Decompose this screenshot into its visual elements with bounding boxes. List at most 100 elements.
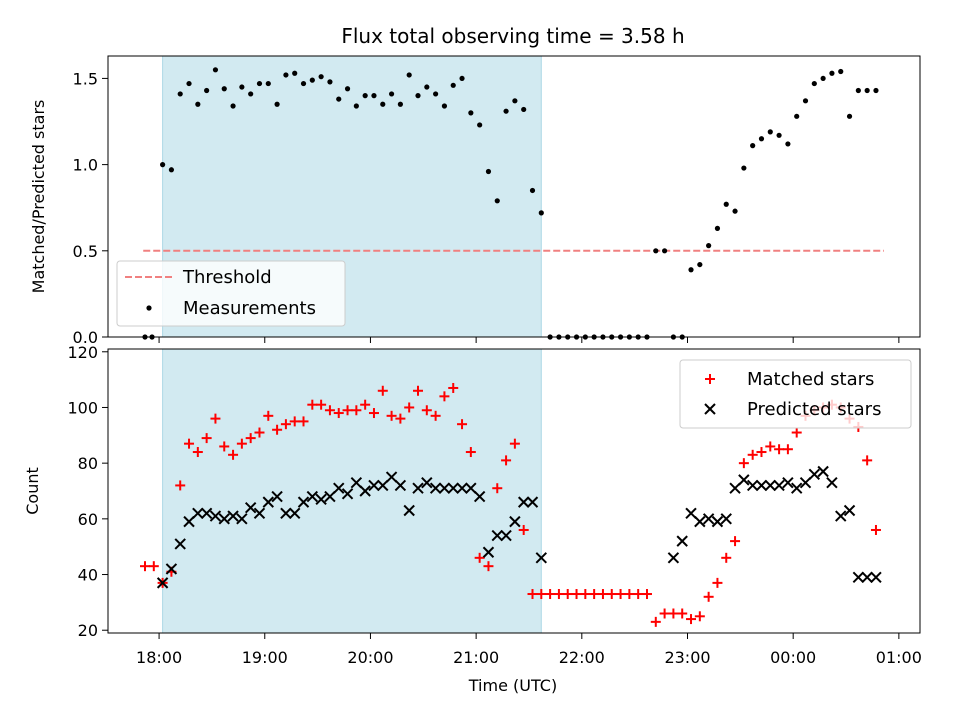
x-tick-label: 22:00	[559, 648, 605, 667]
measurement-point	[344, 86, 351, 92]
matched-star-point	[659, 608, 670, 619]
measurement-point	[177, 91, 183, 97]
predicted-star-point	[782, 476, 794, 489]
measurement-point	[521, 106, 527, 113]
matched-star-point	[553, 589, 564, 600]
measurement-point	[168, 167, 175, 173]
predicted-star-point	[826, 476, 838, 489]
measurement-point	[212, 67, 219, 73]
top-y-axis: 0.0 0.5 1.0 1.5	[73, 69, 108, 347]
measurement-point	[503, 108, 509, 114]
top-y-axis-label: Matched/Predicted stars	[29, 100, 48, 294]
top-panel: 0.0 0.5 1.0 1.5 Matched/Predicted stars Thr…	[29, 55, 921, 347]
predicted-star-point	[289, 507, 301, 519]
matched-star-point	[280, 419, 291, 430]
matched-star-point	[386, 410, 397, 421]
matched-star-point	[668, 608, 679, 619]
measurement-point	[274, 101, 280, 107]
bottom-legend-box	[679, 359, 912, 429]
y-tick-label: 1.0	[73, 156, 98, 175]
predicted-star-point	[421, 476, 433, 489]
matched-star-point	[404, 402, 415, 413]
predicted-star-point	[447, 482, 459, 494]
legend-matched-label: Matched stars	[747, 369, 874, 390]
measurement-point	[776, 132, 782, 138]
x-tick-label: 18:00	[136, 648, 182, 667]
top-legend: Threshold Measurements	[116, 260, 346, 327]
predicted-star-point	[817, 465, 829, 478]
measurement-point	[741, 165, 747, 171]
x-tick-label: 20:00	[347, 648, 393, 667]
top-legend-box	[116, 260, 346, 327]
matched-star-point	[474, 552, 485, 563]
matched-star-point	[527, 589, 538, 600]
y-tick-label: 80	[78, 454, 98, 473]
measurement-point	[160, 162, 166, 168]
measurement-point	[239, 84, 245, 90]
matched-star-point	[492, 483, 503, 494]
matched-star-point	[210, 413, 221, 424]
matched-star-point	[245, 433, 256, 444]
measurement-point	[723, 201, 729, 207]
measurement-point	[846, 113, 853, 119]
matched-star-point	[483, 561, 494, 572]
predicted-star-point	[412, 482, 424, 494]
predicted-star-point	[755, 479, 768, 492]
predicted-star-point	[183, 515, 195, 528]
matched-star-point	[421, 405, 432, 416]
bottom-legend: Matched stars Predicted stars	[679, 359, 912, 429]
matched-star-point	[439, 391, 450, 402]
matched-star-point	[263, 410, 274, 421]
measurement-point	[248, 91, 254, 97]
measurement-point	[864, 87, 870, 94]
measurement-point	[309, 77, 315, 83]
measurement-point	[424, 84, 430, 90]
measurement-point	[353, 103, 359, 109]
measurement-point	[433, 91, 439, 97]
predicted-star-point	[156, 577, 169, 589]
legend-matched-marker	[705, 374, 715, 384]
measurement-point	[415, 93, 421, 99]
matched-star-point	[677, 608, 688, 619]
measurement-point	[653, 248, 659, 254]
x-axis-label: Time (UTC)	[468, 676, 557, 695]
matched-star-point	[448, 382, 459, 393]
x-tick-label: 01:00	[876, 648, 922, 667]
chart-title: Flux total observing time = 3.58 h	[341, 24, 684, 48]
matched-star-point	[571, 589, 582, 600]
predicted-star-point	[236, 513, 248, 525]
measurement-point	[186, 80, 192, 87]
predicted-star-point	[174, 538, 186, 550]
measurement-point	[380, 101, 386, 107]
legend-measurements-swatch	[146, 305, 152, 311]
x-tick-label: 00:00	[770, 648, 816, 667]
top-plot-frame	[107, 55, 921, 338]
matched-star-point	[272, 424, 283, 435]
measurement-point	[697, 261, 703, 268]
matched-star-point	[650, 616, 661, 627]
predicted-star-point	[385, 471, 398, 483]
measurement-point	[265, 80, 271, 87]
predicted-star-point	[377, 479, 389, 492]
predicted-star-point	[456, 482, 468, 494]
predicted-star-point	[324, 490, 336, 503]
matched-star-point	[606, 589, 617, 600]
predicted-star-point	[218, 513, 230, 525]
matched-star-point	[791, 427, 802, 438]
y-tick-label: 1.5	[73, 69, 98, 88]
y-tick-label: 0.5	[73, 242, 98, 261]
measurement-point	[794, 113, 800, 119]
predicted-star-point	[333, 482, 345, 494]
predicted-star-point	[729, 482, 741, 494]
predicted-star-point	[870, 571, 882, 584]
matched-star-point	[254, 427, 265, 438]
predicted-star-point	[799, 476, 812, 489]
predicted-star-point	[702, 513, 715, 525]
predicted-star-point	[368, 479, 380, 492]
measurement-point	[450, 82, 456, 88]
predicted-star-point	[165, 563, 178, 575]
matched-star-point	[589, 589, 600, 600]
legend-predicted-swatch	[704, 403, 716, 415]
measurement-point	[397, 101, 403, 107]
matched-star-point	[298, 416, 309, 427]
